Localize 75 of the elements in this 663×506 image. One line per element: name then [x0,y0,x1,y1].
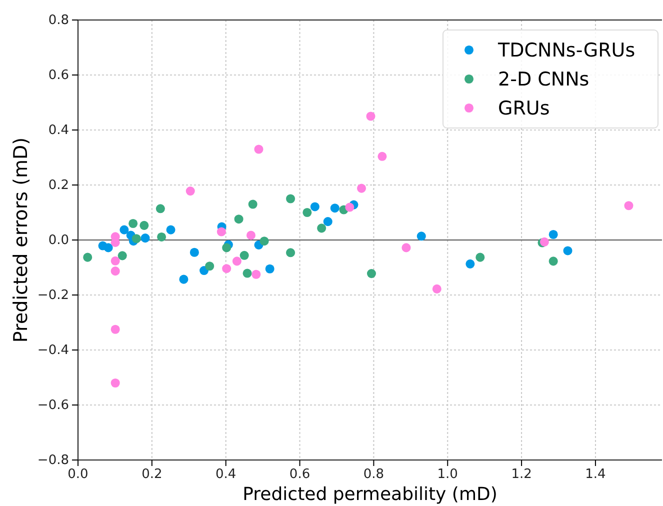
point [120,225,129,234]
y-tick-label: 0.2 [48,178,69,194]
point [110,256,120,266]
x-tick-label: 0.8 [363,467,384,482]
point [416,232,426,241]
point [242,268,252,278]
point [286,248,296,258]
point [563,246,572,256]
point [156,204,165,214]
point [83,252,92,262]
y-tick-label: −0.8 [37,453,69,468]
y-tick-label: 0.0 [48,233,69,248]
x-tick-label: 1.4 [585,467,606,482]
y-tick-label: 0.6 [48,68,69,84]
point [302,208,312,218]
x-tick-label: 0.0 [68,467,88,482]
point [330,204,340,213]
point [157,232,166,242]
point [476,252,485,262]
point [254,144,264,154]
point [110,378,120,388]
point [356,184,366,193]
point [310,202,320,212]
point [265,264,274,274]
point [190,248,199,257]
point [179,274,188,284]
y-tick-label: −0.6 [37,398,69,414]
point [260,236,269,246]
y-tick-label: −0.4 [37,343,69,358]
legend-label: GRUs [498,98,550,120]
point [246,230,256,240]
point [366,269,376,278]
point [186,186,195,196]
y-tick-label: −0.2 [37,288,69,304]
point [323,217,332,226]
point [110,266,120,276]
point [132,234,141,244]
point [234,214,244,224]
point [252,270,261,279]
y-tick-label: 0.8 [48,13,69,28]
point [286,194,296,204]
point [248,200,258,209]
x-tick-label: 1.2 [511,467,532,482]
point [345,202,354,212]
point [216,227,226,236]
point [366,112,376,121]
x-tick-label: 0.4 [216,467,236,482]
x-tick-label: 0.2 [142,467,162,482]
point [378,152,387,161]
point [466,259,475,268]
point [432,284,442,294]
point [140,234,150,243]
point [205,262,214,271]
point [624,201,634,210]
point [548,256,558,266]
point [118,251,127,260]
point [110,324,120,334]
point [128,218,138,228]
point [222,243,232,252]
point [317,224,326,233]
point [548,230,558,240]
x-tick-label: 0.6 [289,467,310,482]
x-tick-label: 1.0 [437,467,458,482]
point [402,243,411,252]
x-axis-title: Predicted permeability (mD) [242,484,498,505]
point [222,264,232,274]
point [232,256,242,266]
point [240,250,249,260]
point [140,220,149,230]
y-tick-label: 0.4 [48,123,69,138]
legend-label: 2-D CNNs [498,68,590,91]
y-axis-title: Predicted errors (mD) [10,137,32,343]
legend-label: TDCNNs-GRUs [497,40,636,62]
point [104,243,113,252]
point [166,225,176,234]
